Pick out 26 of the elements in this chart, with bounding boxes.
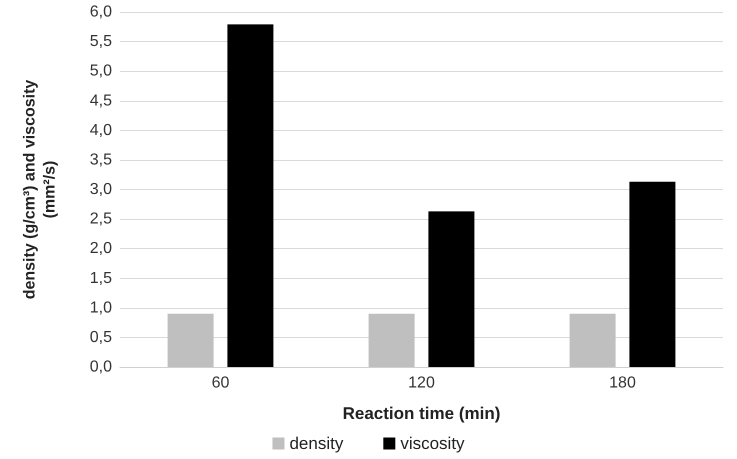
- x-tick-label: 180: [609, 374, 636, 392]
- y-tick-label: 2,5: [90, 210, 112, 228]
- y-tick-label: 5,0: [90, 62, 112, 80]
- y-tick-label: 5,5: [90, 33, 112, 50]
- y-tick-label: 6,0: [90, 4, 112, 20]
- y-tick-label: 0,5: [90, 328, 112, 346]
- legend-label: density: [289, 434, 344, 453]
- y-tick-label: 4,0: [90, 122, 112, 139]
- x-tick-label: 60: [212, 374, 230, 392]
- y-tick-label: 4,5: [90, 92, 112, 110]
- bar: [168, 314, 214, 367]
- bar: [368, 314, 415, 367]
- y-tick-label: 0,0: [90, 358, 112, 376]
- y-axis-title: density (g/cm³) and viscosity (mm²/s): [22, 80, 58, 300]
- bar: [428, 211, 474, 367]
- legend-label: viscosity: [400, 434, 466, 453]
- x-tick-label: 120: [408, 374, 435, 392]
- y-tick-label: 3,5: [90, 151, 112, 168]
- x-axis-title: Reaction time (min): [342, 404, 500, 423]
- y-tick-label: 2,0: [90, 240, 112, 258]
- y-tick-label: 3,0: [90, 181, 112, 198]
- bar: [227, 24, 274, 367]
- bar: [570, 314, 616, 367]
- y-tick-label: 1,5: [90, 270, 112, 287]
- bar: [629, 182, 676, 367]
- y-tick-label: 1,0: [90, 299, 112, 316]
